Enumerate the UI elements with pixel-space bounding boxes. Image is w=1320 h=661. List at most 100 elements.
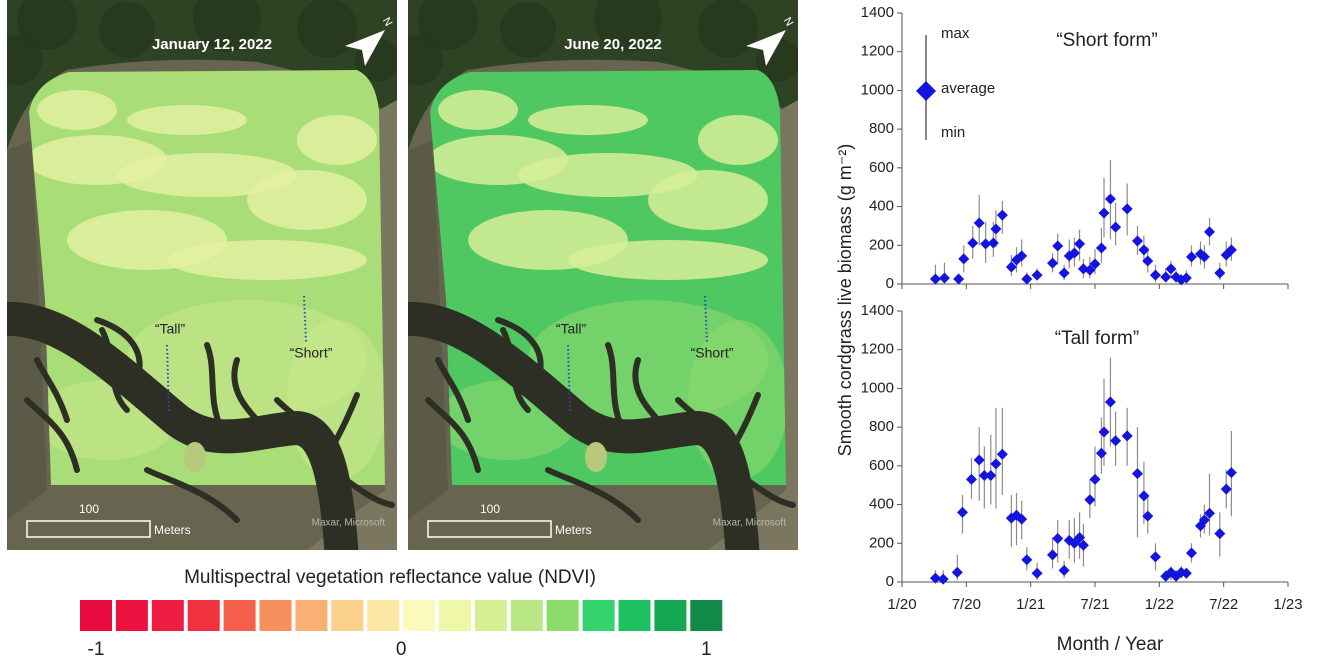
y-tick-label: 400 bbox=[869, 198, 894, 215]
ndvi-patch bbox=[648, 170, 768, 230]
ndvi-patch bbox=[167, 240, 367, 280]
colorbar-swatch bbox=[331, 600, 363, 631]
x-axis-label: Month / Year bbox=[1057, 634, 1164, 655]
tree-cluster bbox=[393, 35, 443, 85]
data-point bbox=[1090, 474, 1101, 485]
y-tick-label: 1000 bbox=[861, 81, 894, 98]
colorbar-swatch bbox=[690, 600, 722, 631]
map-title: January 12, 2022 bbox=[152, 36, 272, 53]
data-point bbox=[1122, 203, 1133, 214]
data-point bbox=[1084, 494, 1095, 505]
colorbar-swatch bbox=[116, 600, 148, 631]
map-title: June 20, 2022 bbox=[564, 36, 662, 53]
data-point bbox=[1096, 448, 1107, 459]
data-point bbox=[1032, 568, 1043, 579]
data-point bbox=[988, 237, 999, 248]
data-point bbox=[1186, 251, 1197, 262]
data-point bbox=[985, 470, 996, 481]
map-credit: Maxar, Microsoft bbox=[713, 518, 787, 529]
x-tick-label: 7/21 bbox=[1080, 596, 1109, 613]
data-point bbox=[1052, 241, 1063, 252]
scale-unit: Meters bbox=[154, 523, 191, 537]
data-point bbox=[1021, 273, 1032, 284]
ndvi-patch bbox=[698, 115, 778, 165]
data-point bbox=[1132, 468, 1143, 479]
ndvi-patch bbox=[247, 170, 367, 230]
data-point bbox=[1150, 551, 1161, 562]
x-tick-label: 1/23 bbox=[1273, 596, 1302, 613]
ndvi-patch bbox=[127, 105, 247, 135]
colorbar-swatch bbox=[295, 600, 327, 631]
colorbar-swatch bbox=[511, 600, 543, 631]
data-point bbox=[974, 455, 985, 466]
data-point bbox=[990, 224, 1001, 235]
ndvi-patch bbox=[438, 90, 518, 130]
data-point bbox=[1226, 467, 1237, 478]
legend-label: min bbox=[941, 124, 965, 141]
colorbar-tick-label: 0 bbox=[396, 639, 407, 660]
figure: Multispectral vegetation reflectance val… bbox=[0, 0, 1320, 661]
data-point bbox=[1059, 565, 1070, 576]
island bbox=[585, 442, 607, 472]
x-tick-label: 1/21 bbox=[1016, 596, 1045, 613]
ndvi-patch bbox=[297, 115, 377, 165]
data-point bbox=[1110, 435, 1121, 446]
data-point bbox=[953, 273, 964, 284]
ndvi-patch bbox=[568, 240, 768, 280]
colorbar-swatch bbox=[475, 600, 507, 631]
chart-subtitle: “Tall form” bbox=[1055, 328, 1139, 349]
data-point bbox=[1150, 270, 1161, 281]
x-tick-label: 7/22 bbox=[1209, 596, 1238, 613]
data-point bbox=[967, 237, 978, 248]
data-point bbox=[958, 253, 969, 264]
y-tick-label: 0 bbox=[886, 275, 894, 292]
legend-label: max bbox=[941, 25, 970, 42]
y-tick-label: 400 bbox=[869, 496, 894, 513]
colorbar-swatch bbox=[439, 600, 471, 631]
y-tick-label: 800 bbox=[869, 418, 894, 435]
data-point bbox=[1105, 396, 1116, 407]
island bbox=[184, 442, 206, 472]
data-point bbox=[952, 567, 963, 578]
data-point bbox=[1160, 272, 1171, 283]
y-tick-label: 800 bbox=[869, 120, 894, 137]
data-point bbox=[974, 218, 985, 229]
data-point bbox=[1186, 547, 1197, 558]
data-point bbox=[1059, 267, 1070, 278]
map-panel: January 12, 2022N“Tall”“Short”100MetersM… bbox=[0, 0, 399, 560]
chart-subtitle: “Short form” bbox=[1056, 30, 1157, 51]
page: { "maps": [ {"title": "January 12, 2022"… bbox=[0, 0, 1320, 661]
data-point bbox=[1096, 242, 1107, 253]
data-point bbox=[997, 449, 1008, 460]
map-credit: Maxar, Microsoft bbox=[312, 518, 386, 529]
transect-label: “Tall” bbox=[155, 321, 186, 337]
ndvi-patch bbox=[528, 105, 648, 135]
data-point bbox=[1165, 263, 1176, 274]
y-tick-label: 1400 bbox=[861, 4, 894, 21]
data-point bbox=[1021, 554, 1032, 565]
data-point bbox=[1204, 226, 1215, 237]
y-tick-label: 200 bbox=[869, 534, 894, 551]
data-point bbox=[1132, 236, 1143, 247]
data-point bbox=[957, 507, 968, 518]
legend-marker bbox=[916, 81, 936, 101]
data-point bbox=[1105, 194, 1116, 205]
data-point bbox=[1074, 238, 1085, 249]
colorbar-swatch bbox=[260, 600, 292, 631]
tree-cluster bbox=[698, 0, 758, 58]
data-point bbox=[1032, 270, 1043, 281]
colorbar-swatch bbox=[224, 600, 256, 631]
data-point bbox=[1214, 528, 1225, 539]
data-point bbox=[938, 574, 949, 585]
colorbar-swatch bbox=[152, 600, 184, 631]
scale-value: 100 bbox=[79, 502, 99, 516]
data-point bbox=[990, 458, 1001, 469]
colorbar-swatch bbox=[547, 600, 579, 631]
tree-cluster bbox=[297, 0, 357, 58]
tree-cluster bbox=[500, 2, 556, 58]
data-point bbox=[1221, 484, 1232, 495]
data-point bbox=[1214, 267, 1225, 278]
y-tick-label: 600 bbox=[869, 457, 894, 474]
y-tick-label: 600 bbox=[869, 159, 894, 176]
transect-label: “Short” bbox=[691, 345, 734, 361]
